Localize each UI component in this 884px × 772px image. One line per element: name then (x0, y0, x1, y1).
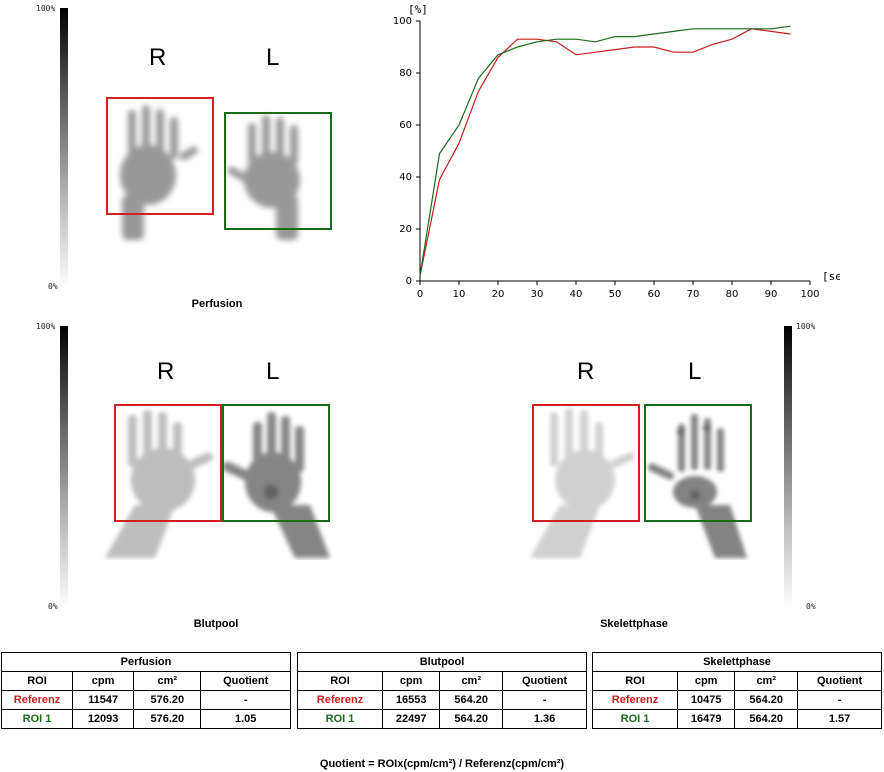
column-header: cm² (734, 671, 799, 691)
perfusion-roi-referenz (106, 97, 214, 215)
y-tick-label: 100 (393, 16, 412, 27)
skelettphase-hands-image (530, 408, 747, 558)
column-header: ROI (592, 671, 678, 691)
right-hand-label: R (157, 358, 175, 385)
skelettphase-caption: Skelettphase (600, 618, 668, 630)
y-tick-label: 60 (399, 120, 412, 131)
x-axis-label: [sec] (822, 270, 840, 283)
skelettphase-roi-referenz (532, 404, 640, 522)
roi-name: Referenz (1, 690, 73, 710)
blutpool-roi-referenz (114, 404, 222, 522)
quotient-value: - (200, 690, 291, 710)
roi-name: ROI 1 (297, 709, 383, 729)
table-row: ROI 1 12093 576.20 1.05 (1, 709, 291, 729)
cpm-value: 11547 (71, 690, 135, 710)
x-tick-label: 40 (570, 289, 583, 300)
quotient-value: 1.57 (797, 709, 882, 729)
x-tick-label: 20 (492, 289, 505, 300)
column-header: Quotient (797, 671, 882, 691)
blutpool-roi-1 (222, 404, 330, 522)
right-hand-label: R (149, 44, 167, 71)
x-tick-label: 30 (531, 289, 544, 300)
column-header: Quotient (502, 671, 587, 691)
area-value: 564.20 (734, 690, 799, 710)
y-axis-label: [%] (408, 3, 428, 16)
quotient-value: 1.05 (200, 709, 291, 729)
table-title: Perfusion (1, 652, 291, 672)
cpm-value: 22497 (381, 709, 441, 729)
column-header: ROI (297, 671, 383, 691)
area-value: 564.20 (439, 690, 504, 710)
x-tick-label: 50 (609, 289, 622, 300)
area-value: 576.20 (133, 690, 202, 710)
skelettphase-roi-1 (644, 404, 752, 522)
column-header: cm² (133, 671, 202, 691)
scale-max-label: 100% (36, 322, 56, 331)
roi-name: ROI 1 (1, 709, 73, 729)
roi-name: Referenz (592, 690, 678, 710)
left-hand-label: L (266, 44, 280, 71)
scale-max-label: 100% (36, 4, 56, 13)
column-header: Quotient (200, 671, 291, 691)
area-value: 564.20 (439, 709, 504, 729)
series-line-roi1 (419, 25, 791, 276)
quotient-value: - (502, 690, 587, 710)
scale-min-label: 0% (806, 602, 816, 611)
x-tick-label: 70 (687, 289, 700, 300)
series-line-referenz (419, 28, 791, 276)
cpm-value: 10475 (676, 690, 736, 710)
blutpool-caption: Blutpool (193, 618, 239, 630)
y-tick-label: 80 (399, 68, 412, 79)
left-hand-label: L (266, 358, 280, 385)
table-title: Skelettphase (592, 652, 882, 672)
grayscale-bar-blutpool (60, 326, 68, 608)
roi-name: ROI 1 (592, 709, 678, 729)
roi-name: Referenz (297, 690, 383, 710)
table-title: Blutpool (297, 652, 587, 672)
x-tick-label: 80 (726, 289, 739, 300)
result-table-blutpool: Blutpool ROI cpm cm² Quotient Referenz 1… (297, 652, 587, 729)
cpm-value: 12093 (71, 709, 135, 729)
result-table-skelettphase: Skelettphase ROI cpm cm² Quotient Refere… (592, 652, 882, 729)
column-header: cpm (676, 671, 736, 691)
column-header: cpm (381, 671, 441, 691)
table-row: Referenz 10475 564.20 - (592, 690, 882, 710)
x-tick-label: 10 (453, 289, 466, 300)
column-header: cpm (71, 671, 135, 691)
quotient-value: 1.36 (502, 709, 587, 729)
blutpool-hands-image (105, 410, 330, 558)
result-table-perfusion: Perfusion ROI cpm cm² Quotient Referenz … (1, 652, 291, 729)
quotient-formula: Quotient = ROIx(cpm/cm²) / Referenz(cpm/… (319, 758, 565, 770)
perfusion-roi-1 (224, 112, 332, 230)
column-header: ROI (1, 671, 73, 691)
y-tick-label: 40 (399, 172, 412, 183)
cpm-value: 16479 (676, 709, 736, 729)
area-value: 576.20 (133, 709, 202, 729)
grayscale-bar-skelettphase (784, 326, 792, 608)
x-tick-label: 90 (765, 289, 778, 300)
perfusion-caption: Perfusion (191, 298, 243, 310)
scale-min-label: 0% (48, 282, 58, 291)
right-hand-label: R (577, 358, 595, 385)
x-tick-label: 60 (648, 289, 661, 300)
x-tick-label: 100 (800, 289, 819, 300)
left-hand-label: L (688, 358, 702, 385)
scale-min-label: 0% (48, 602, 58, 611)
grayscale-bar-perfusion (60, 8, 68, 288)
column-header: cm² (439, 671, 504, 691)
x-tick-label: 0 (417, 289, 423, 300)
area-value: 564.20 (734, 709, 799, 729)
quotient-value: - (797, 690, 882, 710)
table-row: ROI 1 22497 564.20 1.36 (297, 709, 587, 729)
y-tick-label: 0 (406, 276, 412, 287)
table-row: Referenz 16553 564.20 - (297, 690, 587, 710)
scale-max-label: 100% (796, 322, 816, 331)
y-tick-label: 20 (399, 224, 412, 235)
table-row: ROI 1 16479 564.20 1.57 (592, 709, 882, 729)
cpm-value: 16553 (381, 690, 441, 710)
table-row: Referenz 11547 576.20 - (1, 690, 291, 710)
